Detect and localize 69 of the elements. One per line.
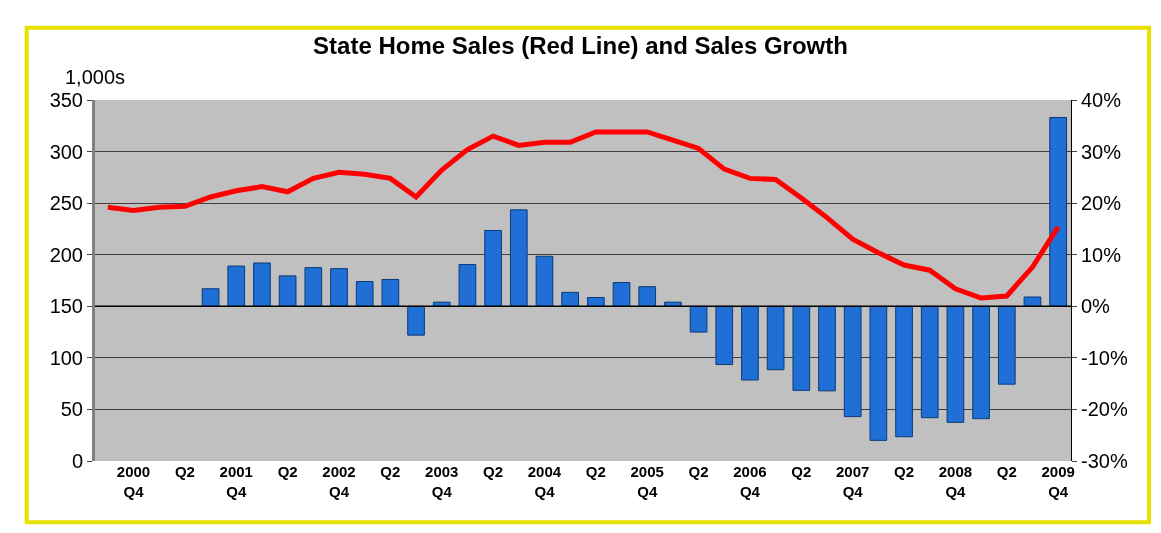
x-tick-label: Q2 <box>585 463 606 480</box>
bar <box>253 262 271 307</box>
x-tick-label: Q2 <box>894 463 915 480</box>
bar <box>484 229 502 307</box>
y-tick-label: 50 <box>60 398 83 421</box>
x-tick-label: Q2 <box>996 463 1017 480</box>
y2-tick-label: -10% <box>1081 346 1128 369</box>
bar <box>1049 117 1068 307</box>
bar <box>766 305 785 371</box>
bar <box>741 305 759 381</box>
bar <box>509 209 528 307</box>
bar <box>920 305 939 419</box>
bar <box>972 305 990 420</box>
bar <box>407 305 425 336</box>
bar <box>689 305 708 333</box>
bar <box>561 291 580 307</box>
x-tick-label: 2000 Q4 <box>116 463 151 500</box>
bar <box>304 267 323 307</box>
y2-tick-label: 40% <box>1081 89 1122 111</box>
y2-tick-label: 20% <box>1081 192 1122 215</box>
y-tick-label: 0 <box>71 450 83 472</box>
bar <box>381 278 400 307</box>
x-tick-label: 2007 Q4 <box>835 463 870 500</box>
bar <box>895 305 913 438</box>
x-tick-label: 2004 Q4 <box>527 463 562 500</box>
x-tick-label: Q2 <box>791 463 812 480</box>
bar <box>946 305 965 423</box>
x-tick-label: 2001 Q4 <box>219 463 253 500</box>
bar <box>997 305 1016 385</box>
bar <box>201 288 220 307</box>
y2-tick-label: 30% <box>1081 140 1122 163</box>
y2-tick-label: 10% <box>1081 243 1122 266</box>
y2-tick-label: -30% <box>1081 450 1128 472</box>
bar <box>278 275 297 307</box>
x-tick-label: 2005 Q4 <box>630 463 664 500</box>
bar <box>458 264 477 307</box>
bar <box>535 255 554 307</box>
bar <box>586 297 605 307</box>
bar <box>843 305 862 418</box>
x-tick-label: Q2 <box>277 463 298 480</box>
x-tick-label: Q2 <box>688 463 709 480</box>
bar <box>869 305 888 441</box>
x-tick-label: 2006 Q4 <box>733 463 767 500</box>
bar <box>715 305 734 366</box>
y2-tick-label: -20% <box>1081 398 1128 421</box>
bar <box>330 268 348 307</box>
chart-title: State Home Sales (Red Line) and Sales Growth <box>313 32 848 60</box>
bar <box>792 305 811 391</box>
bar <box>638 286 657 307</box>
bar <box>612 282 631 307</box>
x-tick-label: 2002 Q4 <box>322 463 356 500</box>
y-tick-label: 250 <box>49 192 83 215</box>
bar <box>355 281 374 307</box>
y2-tick-label: 0% <box>1081 295 1111 318</box>
bar <box>227 265 246 307</box>
x-tick-label: 2003 Q4 <box>425 463 459 500</box>
x-tick-label: Q2 <box>380 463 401 480</box>
x-tick-label: 2009 Q4 <box>1041 463 1075 500</box>
x-tick-label: 2008 Q4 <box>938 463 973 500</box>
x-tick-label: Q2 <box>483 463 504 480</box>
y-tick-label: 150 <box>49 295 83 318</box>
bar <box>1023 296 1042 307</box>
y-tick-label: 300 <box>49 140 83 163</box>
y-tick-label: 100 <box>49 346 83 369</box>
y-axis-title: 1,000s <box>65 66 126 88</box>
bar <box>818 305 836 392</box>
x-tick-label: Q2 <box>174 463 195 480</box>
y-tick-label: 200 <box>49 243 83 266</box>
y-tick-label: 350 <box>49 89 83 111</box>
